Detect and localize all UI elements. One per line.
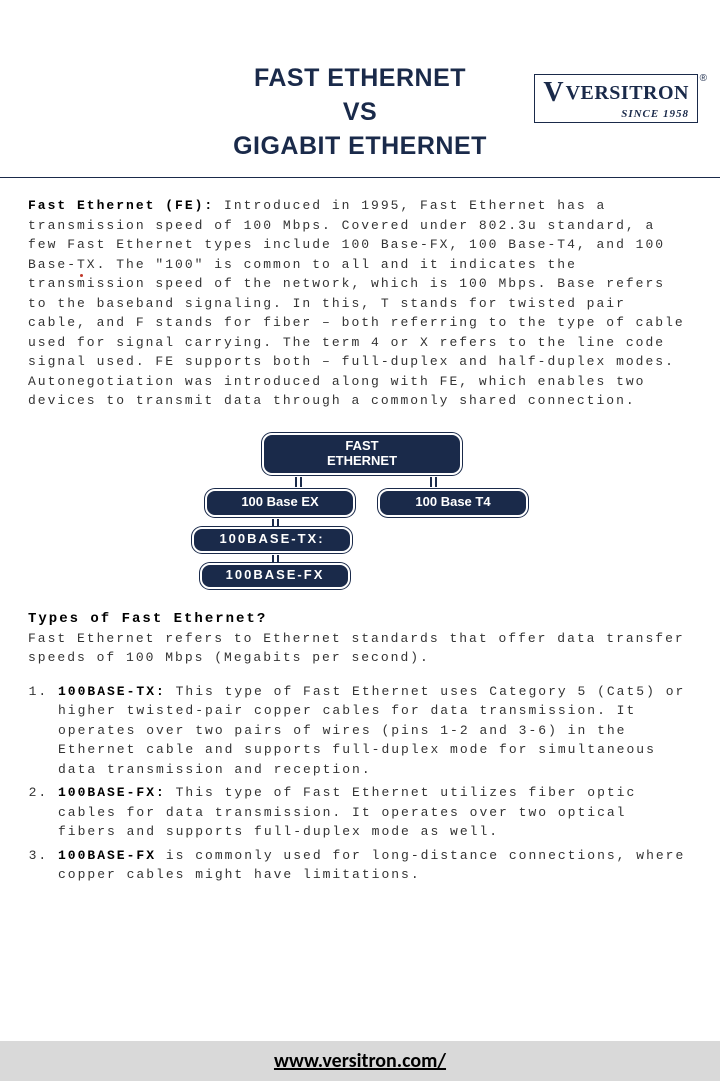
node-100-base-ex: 100 Base EX bbox=[205, 489, 355, 517]
type-label: 100BASE-FX bbox=[58, 848, 156, 863]
node-100base-tx: 100BASE-TX: bbox=[192, 527, 352, 553]
list-item: 100BASE-FX: This type of Fast Ethernet u… bbox=[58, 783, 692, 842]
intro-label: Fast Ethernet (FE): bbox=[28, 198, 214, 213]
list-item: 100BASE-FX is commonly used for long-dis… bbox=[58, 846, 692, 885]
footer-url[interactable]: www.versitron.com/ bbox=[0, 1041, 720, 1081]
section-desc: Fast Ethernet refers to Ethernet standar… bbox=[0, 629, 720, 668]
type-label: 100BASE-TX: bbox=[58, 684, 166, 699]
logo-glyph: V bbox=[543, 79, 563, 107]
connector bbox=[435, 477, 437, 487]
types-list: 100BASE-TX: This type of Fast Ethernet u… bbox=[0, 682, 720, 885]
connector bbox=[277, 519, 279, 527]
title-line-3: GIGABIT ETHERNET bbox=[0, 130, 720, 164]
brand-logo: ® V VERSITRON SINCE 1958 bbox=[534, 74, 698, 123]
type-label: 100BASE-FX: bbox=[58, 785, 166, 800]
decorative-dot bbox=[80, 274, 83, 277]
intro-paragraph: Fast Ethernet (FE): Introduced in 1995, … bbox=[0, 196, 720, 411]
list-item: 100BASE-TX: This type of Fast Ethernet u… bbox=[58, 682, 692, 780]
connector bbox=[300, 477, 302, 487]
node-root: FAST ETHERNET bbox=[262, 433, 462, 475]
connector bbox=[272, 555, 274, 563]
logo-name: VERSITRON bbox=[566, 83, 689, 103]
connector bbox=[277, 555, 279, 563]
registered-mark: ® bbox=[700, 73, 707, 84]
intro-text: Introduced in 1995, Fast Ethernet has a … bbox=[28, 198, 685, 408]
section-title: Types of Fast Ethernet? bbox=[0, 611, 720, 627]
fast-ethernet-diagram: FAST ETHERNET 100 Base EX 100 Base T4 10… bbox=[0, 433, 720, 593]
connector bbox=[272, 519, 274, 527]
connector bbox=[430, 477, 432, 487]
node-100-base-t4: 100 Base T4 bbox=[378, 489, 528, 517]
logo-since: SINCE 1958 bbox=[543, 108, 689, 120]
connector bbox=[295, 477, 297, 487]
node-100base-fx: 100BASE-FX bbox=[200, 563, 350, 589]
divider bbox=[0, 177, 720, 178]
